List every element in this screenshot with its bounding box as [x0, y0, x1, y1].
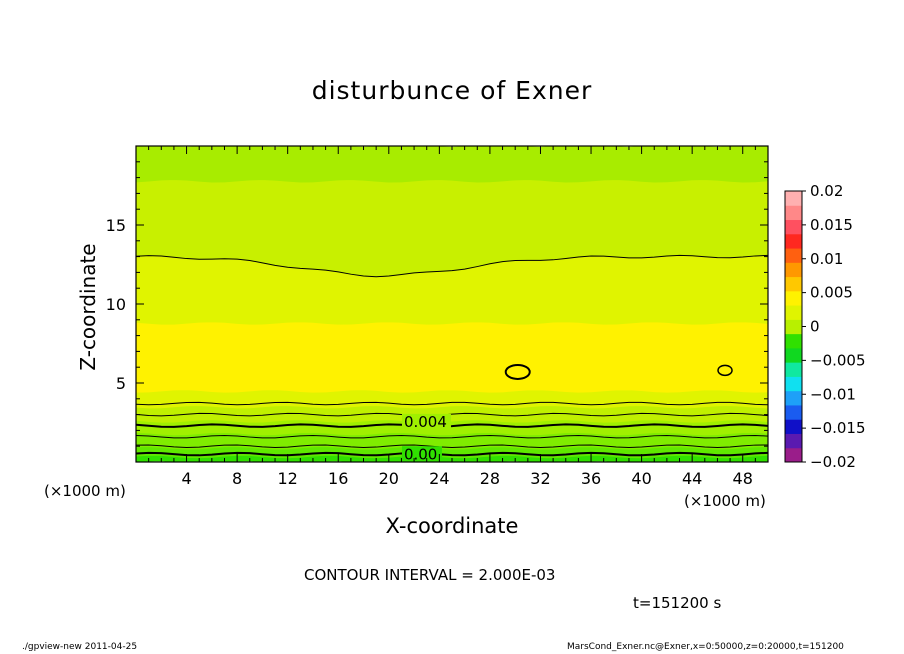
- colorbar-cell: [785, 233, 802, 249]
- colorbar-cell: [785, 447, 802, 463]
- colorbar-tick-label: 0.015: [810, 216, 853, 234]
- colorbar-cell: [785, 404, 802, 420]
- x-tick-label: 12: [278, 469, 298, 488]
- colorbar-tick-label: 0.005: [810, 284, 853, 302]
- colorbar-cell: [785, 376, 802, 392]
- y-tick-label: 5: [116, 374, 126, 393]
- colorbar-tick-label: −0.02: [810, 453, 856, 471]
- colorbar-cell: [785, 248, 802, 263]
- x-unit-right: (×1000 m): [684, 492, 766, 510]
- colorbar-tick-label: −0.005: [810, 351, 866, 369]
- colorbar-cell: [785, 276, 802, 292]
- colorbar-cell: [785, 191, 802, 206]
- contour-line: [136, 423, 768, 428]
- time-text: t=151200 s: [633, 594, 722, 612]
- colorbar-cell: [785, 219, 802, 235]
- contour-band: [136, 321, 768, 393]
- contour-label: 0.00: [404, 445, 437, 463]
- colorbar: 0.02 0.015 0.01 0.005 0 −0.005 −0.01 −0.015 −0.0…: [784, 182, 866, 471]
- y-axis-label: Z-coordinate: [76, 243, 100, 371]
- contour-band: [136, 419, 768, 436]
- x-tick-label: 4: [181, 469, 191, 488]
- colorbar-tick-label: 0: [810, 318, 820, 336]
- x-axis-label: X-coordinate: [385, 514, 519, 538]
- colorbar-cell: [785, 262, 802, 278]
- colorbar-cell: [785, 333, 802, 349]
- closed-contour: [504, 363, 531, 380]
- y-tick-label: 15: [106, 216, 126, 235]
- x-tick-label: 24: [429, 469, 449, 488]
- x-tick-label: 16: [328, 469, 348, 488]
- contour-line: [136, 434, 768, 439]
- x-tick-label: 32: [530, 469, 550, 488]
- contour-interval-text: CONTOUR INTERVAL = 2.000E-03: [304, 566, 556, 584]
- x-tick-label: 20: [379, 469, 399, 488]
- x-tick-label: 28: [480, 469, 500, 488]
- colorbar-tick-label: −0.015: [810, 419, 866, 437]
- colorbar-cell: [785, 305, 802, 320]
- contour-line: [136, 401, 768, 406]
- x-tick-label: 8: [232, 469, 242, 488]
- colorbar-cell: [785, 347, 802, 363]
- footer-left: ./gpview-new 2011-04-25: [22, 642, 138, 652]
- colorbar-cell: [785, 390, 802, 406]
- x-tick-label: 40: [631, 469, 651, 488]
- x-unit-left: (×1000 m): [44, 482, 126, 500]
- contour-line: [136, 254, 768, 278]
- contour-line: [136, 412, 768, 417]
- colorbar-cell: [785, 290, 802, 306]
- contour-label-bg: [401, 446, 442, 462]
- contour-line: [136, 444, 768, 448]
- contour-lines: 0.004 0.00: [136, 254, 768, 463]
- x-tick-label: 36: [581, 469, 601, 488]
- chart-title: disturbunce of Exner: [311, 76, 593, 105]
- closed-contour: [717, 364, 733, 377]
- colorbar-cell: [785, 433, 802, 449]
- x-tick-label: 48: [733, 469, 753, 488]
- colorbar-tick-label: 0.02: [810, 182, 843, 200]
- colorbar-cell: [785, 362, 802, 377]
- colorbar-cell: [785, 319, 802, 335]
- colorbar-tick-label: 0.01: [810, 250, 843, 268]
- contour-label-bg: [401, 413, 451, 430]
- colorbar-cell: [785, 205, 802, 221]
- contour-fill: [136, 146, 768, 462]
- footer-right: MarsCond_Exner.nc@Exner,x=0:50000,z=0:20…: [567, 642, 844, 652]
- colorbar-cell: [785, 419, 802, 434]
- y-tick-label: 10: [106, 295, 126, 314]
- contour-line: [136, 451, 768, 457]
- colorbar-tick-label: −0.01: [810, 385, 856, 403]
- x-tick-label: 44: [682, 469, 702, 488]
- contour-label: 0.004: [404, 413, 447, 431]
- contour-band: [136, 146, 768, 183]
